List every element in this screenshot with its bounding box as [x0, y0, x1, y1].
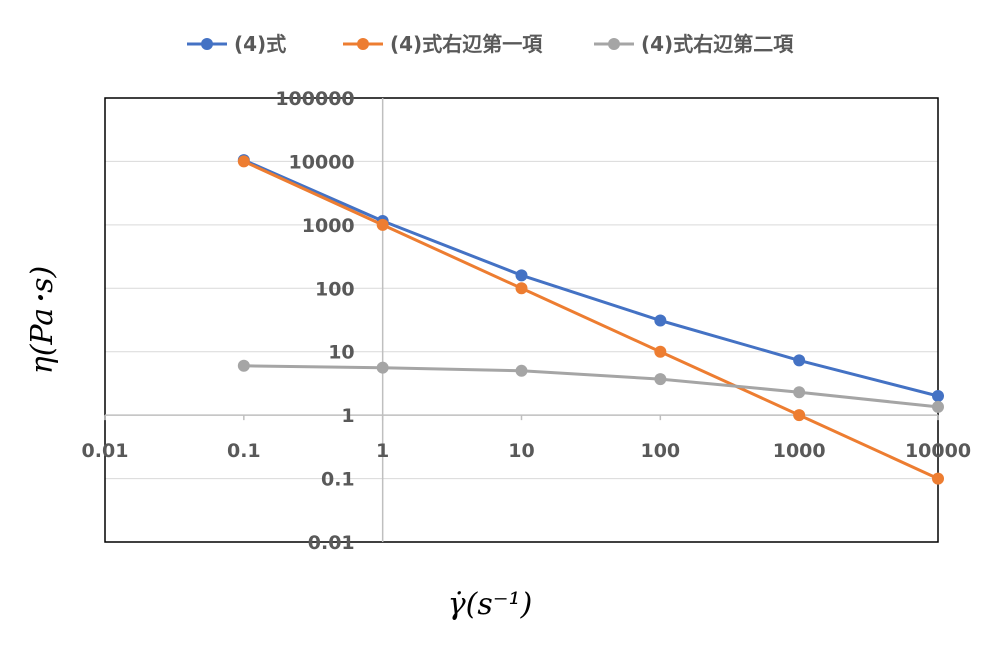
data-point	[793, 386, 806, 399]
y-axis-label: η(Pa･s)	[25, 266, 60, 375]
legend-item-2: (4)式右辺第一項	[343, 32, 543, 56]
series-2	[237, 155, 944, 485]
data-point	[654, 373, 667, 386]
x-tick-label: 10000	[905, 440, 971, 462]
legend-item-3: (4)式右辺第二項	[594, 32, 794, 56]
data-point	[793, 409, 806, 422]
y-tick-labels: 0.01 0.1 1 10 100 1000 10000 100000	[275, 88, 354, 554]
x-tick-label: 0.1	[227, 440, 261, 462]
series-3	[237, 359, 944, 413]
data-point	[932, 390, 944, 403]
data-point	[515, 282, 528, 295]
legend-item-1: (4)式	[187, 32, 286, 56]
data-point	[932, 472, 944, 485]
legend-label: (4)式右辺第二項	[641, 32, 794, 56]
legend: (4)式 (4)式右辺第一項 (4)式右辺第二項	[187, 32, 794, 56]
y-tick-label: 10000	[289, 151, 355, 173]
y-tick-label: 1000	[302, 215, 355, 237]
plot-frame	[104, 97, 939, 543]
x-axis-label: γ̇(s⁻¹)	[448, 587, 533, 622]
x-tick-label: 0.01	[82, 440, 129, 462]
data-point	[654, 314, 667, 327]
legend-marker	[357, 38, 369, 50]
gridlines	[105, 160, 938, 480]
x-tick-label: 100	[640, 440, 680, 462]
y-tick-label: 1	[341, 405, 354, 427]
y-tick-label: 10	[328, 342, 354, 364]
data-point	[793, 354, 806, 367]
series-line	[243, 158, 939, 398]
x-tick-label: 1000	[773, 440, 826, 462]
series-line	[243, 364, 939, 409]
x-tick-label: 10	[508, 440, 534, 462]
data-point	[932, 400, 944, 413]
data-point	[376, 218, 389, 231]
x-tick-label: 1	[376, 440, 389, 462]
series-line	[243, 160, 939, 480]
data-point	[515, 364, 528, 377]
y-tick-label: 100	[315, 278, 355, 300]
legend-marker	[608, 38, 620, 50]
data-point	[654, 345, 667, 358]
y-tick-label: 100000	[275, 88, 354, 110]
x-tick-labels: 0.01 0.1 1 10 100 1000 10000	[82, 440, 972, 462]
data-point	[237, 359, 250, 372]
axes	[104, 98, 939, 542]
y-tick-label: 0.1	[321, 469, 355, 491]
y-tick-label: 0.01	[308, 532, 355, 554]
data-point	[237, 155, 250, 168]
series-layer	[237, 154, 944, 485]
data-point	[376, 361, 389, 374]
legend-label: (4)式右辺第一項	[390, 32, 543, 56]
data-point	[515, 269, 528, 282]
legend-marker	[201, 38, 213, 50]
legend-label: (4)式	[234, 32, 286, 56]
